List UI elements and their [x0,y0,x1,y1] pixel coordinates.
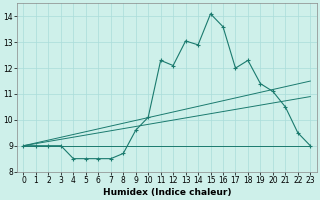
X-axis label: Humidex (Indice chaleur): Humidex (Indice chaleur) [103,188,231,197]
